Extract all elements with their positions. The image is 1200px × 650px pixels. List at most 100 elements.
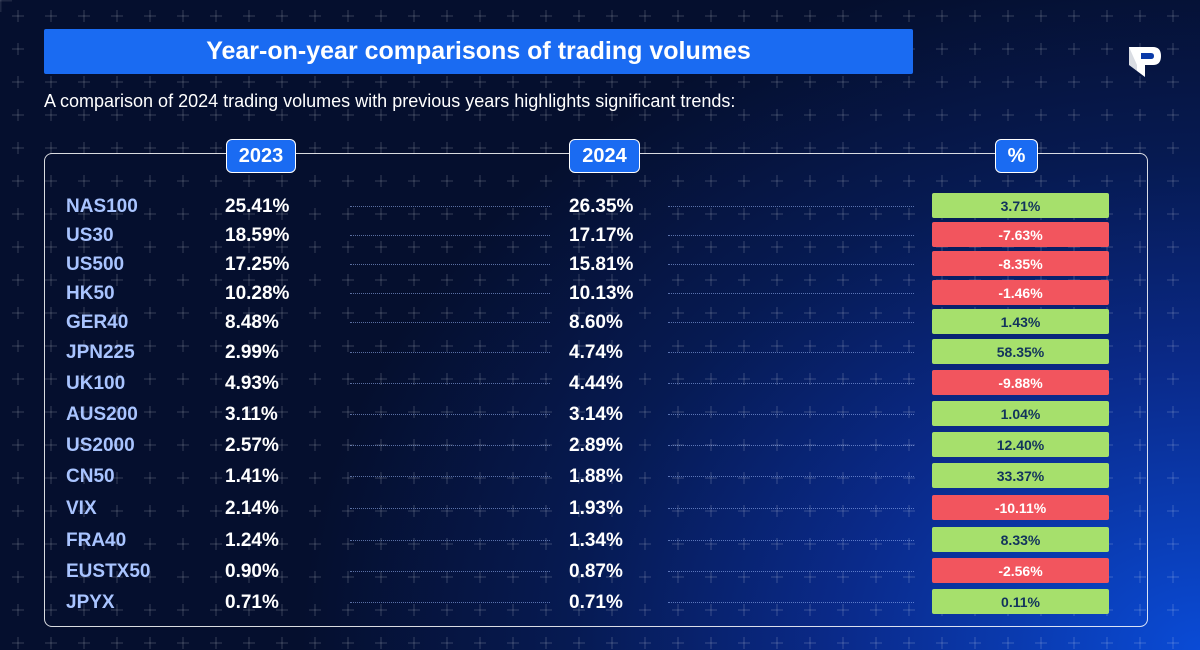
table-row: UK100 4.93% 4.44% -9.88% — [0, 369, 1200, 398]
dotted-leader — [350, 508, 550, 509]
brand-p-logo-icon — [1129, 47, 1161, 77]
column-header-2023: 2023 — [226, 139, 296, 173]
table-row: VIX 2.14% 1.93% -10.11% — [0, 494, 1200, 523]
table-row: EUSTX50 0.90% 0.87% -2.56% — [0, 557, 1200, 586]
value-2023: 2.14% — [225, 498, 279, 519]
dotted-leader — [350, 476, 550, 477]
plus-pattern-mark — [276, 10, 288, 22]
plus-pattern-mark — [243, 637, 255, 649]
table-row: US500 17.25% 15.81% -8.35% — [0, 250, 1200, 279]
plus-pattern-mark — [573, 76, 585, 88]
value-2024: 8.60% — [569, 312, 623, 333]
plus-pattern-mark — [1101, 109, 1113, 121]
plus-pattern-mark — [804, 10, 816, 22]
value-2024: 2.89% — [569, 435, 623, 456]
plus-pattern-mark — [639, 10, 651, 22]
change-badge: 8.33% — [932, 527, 1109, 552]
dotted-leader — [668, 235, 914, 236]
dotted-leader — [668, 206, 914, 207]
instrument-name: US2000 — [66, 435, 135, 456]
plus-pattern-mark — [45, 76, 57, 88]
plus-pattern-mark — [507, 637, 519, 649]
plus-pattern-mark — [1167, 76, 1179, 88]
dotted-leader — [668, 476, 914, 477]
value-2023: 0.90% — [225, 561, 279, 582]
dotted-leader — [350, 293, 550, 294]
value-2023: 3.11% — [225, 404, 278, 425]
plus-pattern-mark — [78, 10, 90, 22]
dotted-leader — [668, 293, 914, 294]
change-badge: -8.35% — [932, 251, 1109, 276]
value-2023: 4.93% — [225, 373, 279, 394]
plus-pattern-mark — [1068, 43, 1080, 55]
plus-pattern-mark — [1134, 637, 1146, 649]
table-row: AUS200 3.11% 3.14% 1.04% — [0, 400, 1200, 429]
dotted-leader — [350, 445, 550, 446]
value-2024: 1.34% — [569, 530, 623, 551]
dotted-leader — [350, 352, 550, 353]
plus-pattern-mark — [672, 637, 684, 649]
value-2023: 10.28% — [225, 283, 290, 304]
value-2024: 4.44% — [569, 373, 623, 394]
value-2023: 17.25% — [225, 254, 290, 275]
plus-pattern-mark — [870, 637, 882, 649]
value-2024: 10.13% — [569, 283, 634, 304]
instrument-name: JPYX — [66, 592, 115, 613]
plus-pattern-mark — [903, 76, 915, 88]
table-row: JPYX 0.71% 0.71% 0.11% — [0, 588, 1200, 617]
value-2024: 4.74% — [569, 342, 623, 363]
plus-pattern-mark — [1035, 10, 1047, 22]
plus-pattern-mark — [12, 43, 24, 55]
plus-pattern-mark — [1068, 10, 1080, 22]
instrument-name: CN50 — [66, 466, 115, 487]
plus-pattern-mark — [936, 637, 948, 649]
plus-pattern-mark — [474, 10, 486, 22]
dotted-leader — [350, 322, 550, 323]
plus-pattern-mark — [870, 10, 882, 22]
plus-pattern-mark — [408, 10, 420, 22]
plus-pattern-mark — [837, 109, 849, 121]
plus-pattern-mark — [936, 76, 948, 88]
dotted-leader — [350, 383, 550, 384]
instrument-name: VIX — [66, 498, 97, 519]
dotted-leader — [668, 540, 914, 541]
plus-pattern-mark — [837, 10, 849, 22]
instrument-name: GER40 — [66, 312, 129, 333]
plus-pattern-mark — [441, 637, 453, 649]
table-row: HK50 10.28% 10.13% -1.46% — [0, 279, 1200, 308]
plus-pattern-mark — [441, 76, 453, 88]
plus-pattern-mark — [276, 637, 288, 649]
plus-pattern-mark — [870, 76, 882, 88]
plus-pattern-mark — [111, 637, 123, 649]
table-row: GER40 8.48% 8.60% 1.43% — [0, 308, 1200, 337]
change-badge: 1.04% — [932, 401, 1109, 426]
plus-pattern-mark — [1002, 10, 1014, 22]
column-header-percent: % — [995, 139, 1038, 173]
plus-pattern-mark — [903, 637, 915, 649]
plus-pattern-mark — [1035, 76, 1047, 88]
dotted-leader — [350, 414, 550, 415]
plus-pattern-mark — [1167, 142, 1179, 154]
plus-pattern-mark — [210, 637, 222, 649]
plus-pattern-mark — [936, 109, 948, 121]
change-badge: 1.43% — [932, 309, 1109, 334]
dotted-leader — [350, 602, 550, 603]
plus-pattern-mark — [1167, 43, 1179, 55]
change-badge: -2.56% — [932, 558, 1109, 583]
plus-pattern-mark — [408, 76, 420, 88]
plus-pattern-mark — [144, 76, 156, 88]
plus-pattern-mark — [507, 10, 519, 22]
plus-pattern-mark — [474, 637, 486, 649]
plus-pattern-mark — [1035, 43, 1047, 55]
plus-pattern-mark — [837, 76, 849, 88]
value-2023: 1.41% — [225, 466, 279, 487]
plus-pattern-mark — [540, 10, 552, 22]
instrument-name: HK50 — [66, 283, 115, 304]
plus-pattern-mark — [936, 43, 948, 55]
page-subtitle: A comparison of 2024 trading volumes wit… — [44, 91, 736, 111]
plus-pattern-mark — [969, 76, 981, 88]
plus-pattern-mark — [375, 10, 387, 22]
plus-pattern-mark — [573, 637, 585, 649]
value-2024: 15.81% — [569, 254, 634, 275]
plus-pattern-mark — [1002, 43, 1014, 55]
